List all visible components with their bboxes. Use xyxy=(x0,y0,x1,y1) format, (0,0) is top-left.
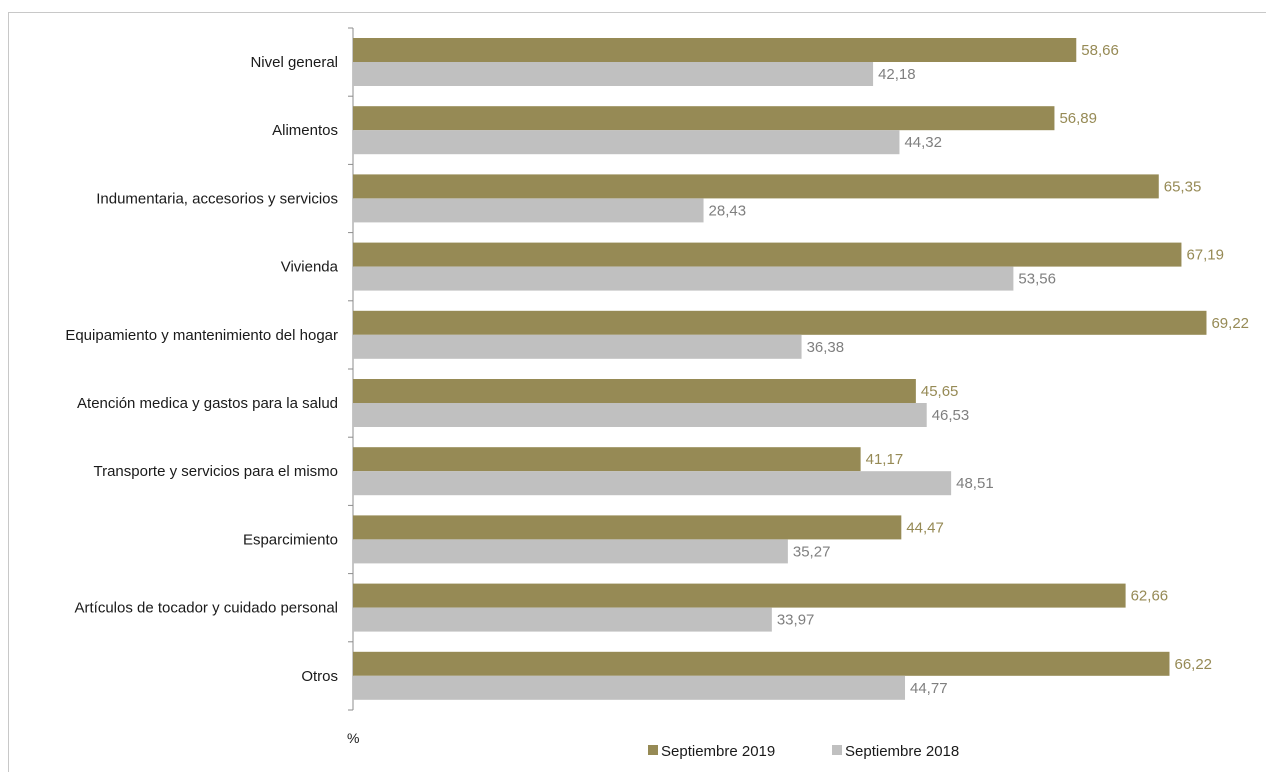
bar-septiembre-2019 xyxy=(353,38,1077,62)
data-label: 44,47 xyxy=(906,519,944,536)
bar-septiembre-2019 xyxy=(353,447,861,472)
data-label: 41,17 xyxy=(866,451,904,468)
data-label: 56,89 xyxy=(1059,110,1097,127)
bar-septiembre-2018 xyxy=(353,130,900,155)
data-label: 35,27 xyxy=(793,543,831,560)
category-label: Atención medica y gastos para la salud xyxy=(77,395,338,412)
bar-septiembre-2018 xyxy=(353,198,704,223)
bar-septiembre-2018 xyxy=(353,539,788,564)
category-label: Esparcimiento xyxy=(243,531,338,548)
legend-swatch xyxy=(648,745,658,755)
bar-septiembre-2019 xyxy=(353,242,1182,267)
data-label: 44,32 xyxy=(904,134,942,151)
bar-septiembre-2019 xyxy=(353,651,1170,676)
legend-label: Septiembre 2018 xyxy=(845,743,959,760)
bar-septiembre-2018 xyxy=(353,675,906,700)
data-label: 58,66 xyxy=(1081,42,1119,59)
data-label: 65,35 xyxy=(1164,178,1202,195)
data-label: 62,66 xyxy=(1131,588,1169,605)
data-label: 36,38 xyxy=(807,339,845,356)
data-label: 67,19 xyxy=(1186,247,1224,264)
unit-label: % xyxy=(347,730,359,746)
data-label: 42,18 xyxy=(878,66,916,83)
category-label: Artículos de tocador y cuidado personal xyxy=(75,600,339,617)
category-label: Equipamiento y mantenimiento del hogar xyxy=(65,327,338,344)
category-label: Indumentaria, accesorios y servicios xyxy=(96,190,338,207)
bar-septiembre-2018 xyxy=(353,266,1014,291)
data-label: 44,77 xyxy=(910,680,948,697)
category-label: Vivienda xyxy=(281,259,339,276)
data-label: 45,65 xyxy=(921,383,959,400)
bar-septiembre-2019 xyxy=(353,515,902,540)
category-label: Transporte y servicios para el mismo xyxy=(93,463,338,480)
bar-septiembre-2019 xyxy=(353,106,1055,131)
bar-septiembre-2019 xyxy=(353,583,1126,608)
bar-septiembre-2019 xyxy=(353,379,916,403)
bar-septiembre-2018 xyxy=(353,334,802,359)
bar-septiembre-2019 xyxy=(353,174,1159,199)
data-label: 48,51 xyxy=(956,475,994,492)
legend-label: Septiembre 2019 xyxy=(661,743,775,760)
chart-frame xyxy=(8,12,1266,772)
bar-septiembre-2018 xyxy=(353,607,772,632)
category-label: Nivel general xyxy=(250,54,338,71)
data-label: 69,22 xyxy=(1211,315,1249,332)
bar-septiembre-2019 xyxy=(353,310,1207,335)
category-label: Otros xyxy=(301,668,338,685)
bar-septiembre-2018 xyxy=(353,62,874,86)
data-label: 46,53 xyxy=(932,407,970,424)
data-label: 53,56 xyxy=(1018,271,1056,288)
data-label: 66,22 xyxy=(1174,656,1212,673)
category-label: Alimentos xyxy=(272,122,338,139)
bar-septiembre-2018 xyxy=(353,471,952,496)
data-label: 28,43 xyxy=(709,202,747,219)
legend-swatch xyxy=(832,745,842,755)
bar-septiembre-2018 xyxy=(353,403,927,427)
data-label: 33,97 xyxy=(777,612,815,629)
